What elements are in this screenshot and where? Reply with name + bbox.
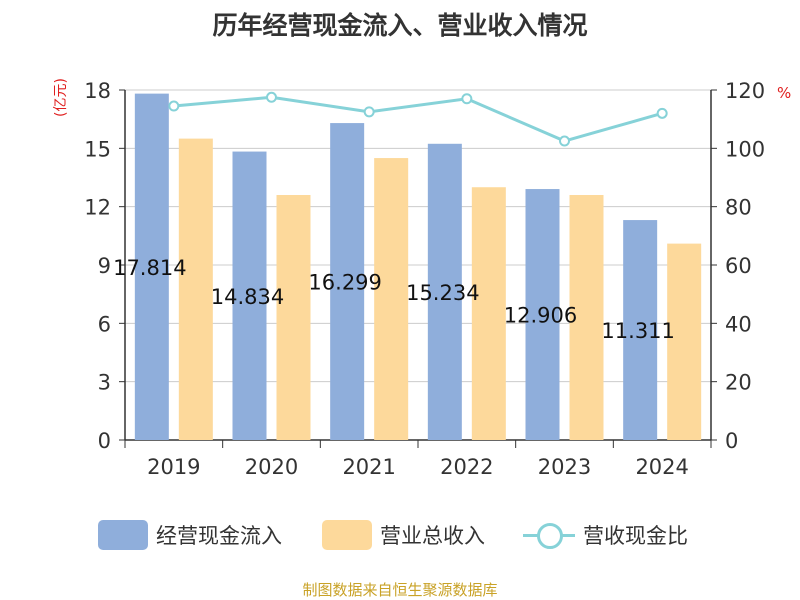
- chart-title: 历年经营现金流入、营业收入情况: [212, 11, 588, 40]
- legend-line-ratio-icon: [523, 520, 575, 550]
- left-axis-tick-label: 15: [84, 137, 111, 161]
- bar-cash-inflow: [134, 93, 169, 440]
- left-axis-tick-label: 3: [98, 371, 111, 395]
- right-axis-unit: %: [777, 84, 792, 102]
- legend-label-ratio: 营收现金比: [583, 524, 688, 548]
- bar-revenue: [471, 187, 506, 440]
- right-axis-tick-label: 120: [725, 79, 765, 103]
- point-ratio: [168, 100, 180, 112]
- x-axis-tick-label: 2019: [147, 455, 200, 479]
- left-axis-tick-label: 6: [98, 312, 111, 336]
- left-axis-tick-label: 0: [98, 429, 111, 453]
- data-label-cash-inflow: 12.906: [504, 304, 577, 328]
- bar-revenue: [667, 243, 702, 440]
- bar-cash-inflow: [427, 143, 462, 441]
- source-note: 制图数据来自恒生聚源数据库: [302, 581, 498, 599]
- legend-item-revenue[interactable]: 营业总收入: [322, 515, 485, 555]
- bar-cash-inflow: [330, 123, 365, 440]
- line-ratio: [173, 95, 663, 143]
- point-ratio: [656, 107, 668, 119]
- right-axis-tick-label: 100: [725, 137, 765, 161]
- point-ratio: [266, 91, 277, 103]
- legend-swatch-revenue: [322, 520, 372, 550]
- data-label-cash-inflow: 17.814: [113, 256, 186, 280]
- x-axis-tick-label: 2022: [440, 455, 493, 479]
- data-label-cash-inflow: 15.234: [406, 281, 479, 305]
- bar-cash-inflow: [623, 220, 658, 440]
- x-axis-tick-label: 2020: [245, 455, 298, 479]
- legend-item-cash-inflow[interactable]: 经营现金流入: [98, 515, 282, 555]
- point-ratio: [559, 135, 570, 147]
- right-axis-tick-label: 80: [725, 196, 752, 220]
- bar-cash-inflow: [232, 151, 267, 441]
- left-axis-tick-label: 12: [84, 196, 111, 220]
- legend: 经营现金流入 营业总收入 营收现金比: [0, 515, 800, 555]
- bar-revenue: [374, 158, 409, 441]
- legend-label-cash-inflow: 经营现金流入: [156, 524, 282, 548]
- point-ratio: [461, 93, 473, 105]
- data-label-cash-inflow: 16.299: [308, 271, 381, 295]
- point-ratio: [363, 106, 375, 118]
- legend-swatch-cash-inflow: [98, 520, 148, 550]
- left-axis-tick-label: 9: [98, 254, 111, 278]
- legend-label-revenue: 营业总收入: [380, 524, 485, 548]
- x-axis-tick-label: 2021: [342, 455, 395, 479]
- right-axis-tick-label: 40: [725, 312, 752, 336]
- data-label-cash-inflow: 11.311: [601, 319, 674, 343]
- right-axis-tick-label: 20: [725, 371, 752, 395]
- bar-revenue: [569, 195, 604, 440]
- bar-revenue: [276, 195, 311, 440]
- x-axis-tick-label: 2023: [538, 455, 591, 479]
- right-axis-tick-label: 0: [725, 429, 738, 453]
- bar-revenue: [178, 138, 213, 440]
- data-label-cash-inflow: 14.834: [211, 285, 284, 309]
- right-axis-tick-label: 60: [725, 254, 752, 278]
- legend-item-ratio[interactable]: 营收现金比: [523, 515, 688, 555]
- left-axis-tick-label: 18: [84, 79, 111, 103]
- bar-cash-inflow: [525, 189, 560, 440]
- x-axis-tick-label: 2024: [635, 455, 688, 479]
